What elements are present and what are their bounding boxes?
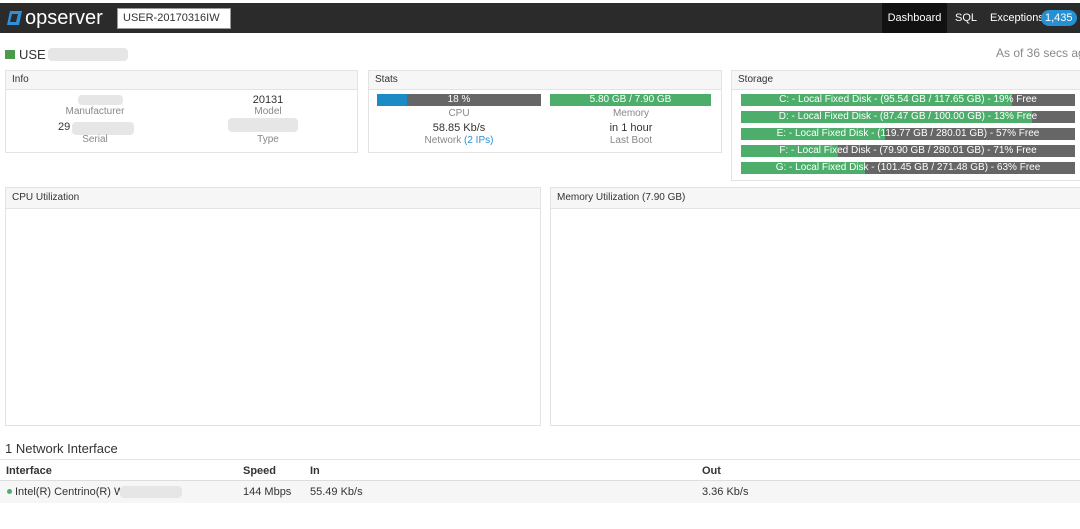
disk-label: C: - Local Fixed Disk - (95.54 GB / 117.… [779, 94, 1037, 105]
disk-bar: F: - Local Fixed Disk - (79.90 GB / 280.… [741, 145, 1075, 157]
server-icon [5, 50, 15, 59]
cpu-fill [377, 94, 407, 106]
disk-used [741, 162, 865, 174]
column-header: Speed [243, 465, 277, 477]
logo-icon [7, 11, 22, 25]
stats-panel: Stats [368, 70, 722, 153]
info-panel: Info [5, 70, 358, 153]
panel-title: CPU Utilization [6, 188, 540, 209]
field-label: Type [257, 134, 279, 145]
cell: 3.36 Kb/s [702, 486, 749, 498]
table-row-bg [0, 480, 1080, 503]
nav-dashboard[interactable]: Dashboard [882, 3, 947, 33]
section-title: 1 Network Interface [5, 441, 118, 456]
memory-caption: Memory [612, 108, 650, 119]
nav-sql[interactable]: SQL [955, 12, 978, 24]
cpu-bar: 18 % [377, 94, 541, 106]
updated-time: As of 36 secs ago [996, 46, 1080, 60]
cpu-panel: CPU Utilization [5, 187, 541, 426]
panel-title: Info [6, 71, 357, 90]
disk-bar: G: - Local Fixed Disk - (101.45 GB / 271… [741, 162, 1075, 174]
cpu-caption: CPU [448, 108, 470, 119]
panel-title: Memory Utilization (7.90 GB) [551, 188, 1080, 209]
disk-label: F: - Local Fixed Disk - (79.90 GB / 280.… [779, 145, 1037, 156]
field-label: Model [254, 106, 282, 117]
disk-label: D: - Local Fixed Disk - (87.47 GB / 100.… [778, 111, 1038, 122]
disk-used [741, 94, 1012, 106]
redacted [78, 95, 123, 105]
column-header: Out [702, 465, 721, 477]
disk-bar: E: - Local Fixed Disk - (119.77 GB / 280… [741, 128, 1075, 140]
cell[interactable]: Intel(R) Centrino(R) W [15, 486, 125, 498]
search-box[interactable]: USER-20170316IW [117, 8, 231, 29]
field-label: Manufacturer [65, 106, 125, 117]
memory-label: 5.80 GB / 7.90 GB [589, 94, 672, 105]
exceptions-badge[interactable]: 1,435 [1041, 10, 1077, 26]
panel-title: Stats [369, 71, 721, 90]
boot-value: in 1 hour [609, 122, 653, 134]
cell: 144 Mbps [243, 486, 292, 498]
nav-exceptions[interactable]: Exceptions [990, 12, 1044, 24]
network-caption: Network (2 IPs) [389, 135, 529, 147]
panel-title: Storage [732, 71, 1080, 90]
disk-label: E: - Local Fixed Disk - (119.77 GB / 280… [776, 128, 1040, 139]
redacted [72, 122, 134, 135]
server-name: USE [19, 47, 46, 62]
disk-label: G: - Local Fixed Disk - (101.45 GB / 271… [775, 162, 1041, 173]
divider [0, 459, 1080, 460]
network-value: 58.85 Kb/s [432, 122, 486, 134]
logo[interactable]: opserver [25, 7, 103, 29]
field-label: Serial [82, 134, 108, 145]
redacted [48, 48, 128, 61]
redacted [228, 118, 298, 132]
disk-bar: D: - Local Fixed Disk - (87.47 GB / 100.… [741, 111, 1075, 123]
cpu-label: 18 % [447, 94, 471, 105]
status-dot [7, 489, 12, 494]
column-header: Interface [6, 465, 52, 477]
disk-bar: C: - Local Fixed Disk - (95.54 GB / 117.… [741, 94, 1075, 106]
disk-used [741, 111, 1032, 123]
disk-used [741, 145, 838, 157]
field-value: 29 [58, 121, 71, 133]
redacted [120, 486, 182, 498]
field-value: 20131 [252, 94, 284, 106]
network-label: Network [424, 135, 462, 146]
memory-panel: Memory Utilization (7.90 GB) [550, 187, 1080, 426]
boot-caption: Last Boot [609, 135, 653, 146]
disk-used [741, 128, 885, 140]
cell: 55.49 Kb/s [310, 486, 363, 498]
memory-bar: 5.80 GB / 7.90 GB [550, 94, 711, 106]
ips-link[interactable]: (2 IPs) [464, 135, 494, 146]
column-header: In [310, 465, 320, 477]
